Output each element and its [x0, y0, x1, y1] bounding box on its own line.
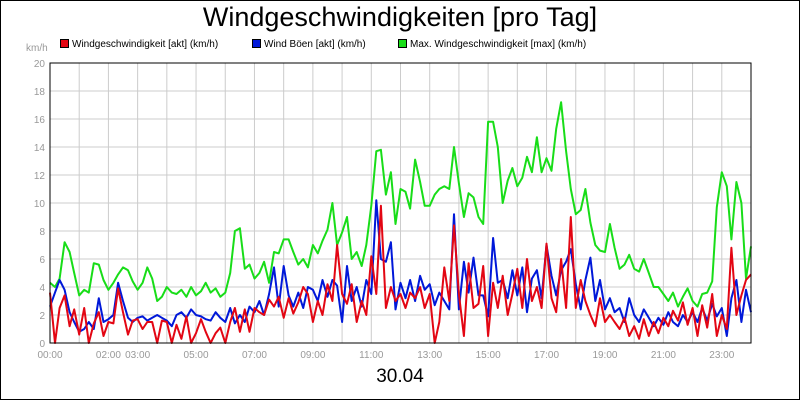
legend-item-avg: Windgeschwindigkeit [akt] (km/h)	[60, 38, 219, 50]
y-tick-label: 2	[39, 311, 45, 322]
x-tick-label: 17:00	[534, 350, 559, 361]
y-tick-label: 18	[34, 87, 46, 98]
legend-label-avg: Windgeschwindigkeit [akt] (km/h)	[72, 39, 219, 50]
legend-swatch-gusts	[252, 38, 261, 48]
x-tick-label: 21:00	[651, 350, 676, 361]
y-tick-label: 20	[34, 59, 46, 70]
x-tick-label: 03:00	[125, 350, 150, 361]
y-tick-label: 12	[34, 171, 46, 182]
series-line-gusts	[49, 199, 752, 337]
legend-item-max: Max. Windgeschwindigkeit [max] (km/h)	[398, 38, 587, 50]
legend-swatch-max	[398, 38, 407, 48]
plot-border	[49, 62, 752, 344]
grid	[50, 63, 751, 343]
y-tick-label: 4	[39, 283, 45, 294]
y-tick-label: 8	[39, 227, 45, 238]
x-tick-label: 07:00	[242, 350, 267, 361]
series-line-max	[49, 101, 752, 308]
x-tick-label: 09:00	[300, 350, 325, 361]
y-tick-label: 14	[34, 143, 46, 154]
chart-title: Windgeschwindigkeiten [pro Tag]	[202, 2, 598, 32]
series-lines	[49, 101, 752, 344]
y-tick-label: 10	[34, 199, 46, 210]
x-tick-label: 02:00	[96, 350, 121, 361]
y-tick-label: 0	[39, 339, 45, 350]
date-label: 30.04	[376, 366, 424, 387]
y-tick-label: 6	[39, 255, 45, 266]
legend-swatch-avg	[60, 38, 69, 48]
x-tick-label: 15:00	[476, 350, 501, 361]
y-tick-label: 16	[34, 115, 46, 126]
legend-label-max: Max. Windgeschwindigkeit [max] (km/h)	[410, 39, 587, 50]
x-axis-ticks: 00:00 02:00 03:00 05:00 07:00 09:00 11:00 13:00…	[37, 350, 734, 361]
x-tick-label: 13:00	[417, 350, 442, 361]
y-axis-unit-label: km/h	[26, 43, 48, 54]
x-tick-label: 23:00	[709, 350, 734, 361]
y-axis-ticks: 0 2 4 6 8 10 12 14 16 18 20	[34, 59, 46, 350]
series-line-avg	[49, 204, 752, 344]
x-tick-label: 05:00	[184, 350, 209, 361]
x-tick-label: 00:00	[37, 350, 62, 361]
legend-label-gusts: Wind Böen [akt] (km/h)	[264, 39, 366, 50]
legend-item-gusts: Wind Böen [akt] (km/h)	[252, 38, 366, 50]
x-tick-label: 11:00	[359, 350, 384, 361]
x-tick-label: 19:00	[592, 350, 617, 361]
